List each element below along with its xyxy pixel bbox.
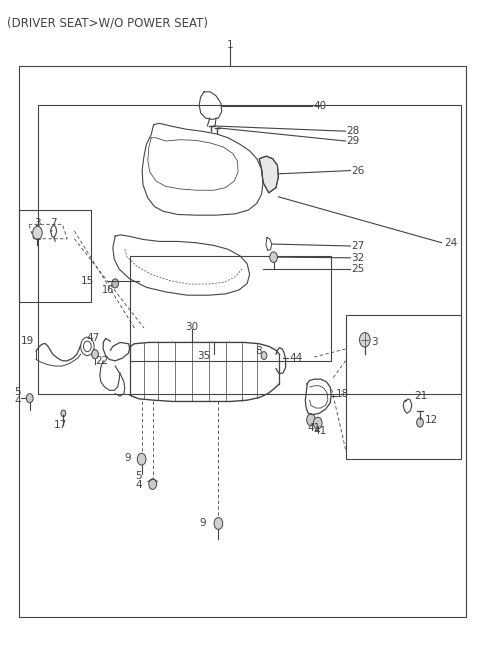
Circle shape [149, 479, 156, 489]
Text: 41: 41 [314, 426, 327, 436]
Circle shape [270, 252, 277, 262]
Text: (DRIVER SEAT>W/O POWER SEAT): (DRIVER SEAT>W/O POWER SEAT) [7, 16, 208, 30]
Text: 1: 1 [227, 39, 234, 50]
Circle shape [92, 350, 98, 359]
Text: 15: 15 [80, 276, 94, 286]
Text: 3: 3 [372, 337, 378, 348]
Text: 9: 9 [200, 518, 206, 529]
Text: 8: 8 [255, 346, 262, 356]
Text: 25: 25 [351, 264, 365, 274]
Circle shape [112, 279, 119, 288]
Circle shape [307, 414, 315, 426]
Text: 5: 5 [135, 470, 142, 481]
Text: 29: 29 [347, 136, 360, 146]
Text: 18: 18 [336, 388, 349, 399]
Circle shape [137, 453, 146, 465]
Text: 22: 22 [95, 356, 108, 366]
Text: 4: 4 [14, 396, 21, 407]
Text: 28: 28 [347, 126, 360, 136]
Circle shape [26, 394, 33, 403]
Polygon shape [259, 156, 278, 193]
Circle shape [313, 417, 322, 429]
Text: 32: 32 [351, 253, 365, 263]
Text: 9: 9 [124, 453, 131, 463]
Text: 5: 5 [14, 387, 21, 398]
Text: 19: 19 [21, 336, 35, 346]
Text: 44: 44 [289, 352, 302, 363]
Circle shape [33, 226, 42, 239]
Text: 26: 26 [351, 165, 365, 176]
Text: 35: 35 [197, 350, 210, 361]
Text: 12: 12 [425, 415, 438, 425]
Text: 17: 17 [53, 420, 67, 430]
Circle shape [61, 410, 66, 417]
Text: 21: 21 [414, 391, 427, 401]
Text: 47: 47 [86, 333, 100, 343]
Text: 7: 7 [50, 218, 57, 228]
Circle shape [417, 418, 423, 427]
Circle shape [261, 352, 267, 359]
Text: 3: 3 [35, 218, 41, 228]
Text: 40: 40 [313, 101, 326, 112]
Circle shape [360, 333, 370, 347]
Text: 30: 30 [185, 321, 199, 332]
Text: 24: 24 [444, 237, 457, 248]
Text: 41: 41 [307, 422, 321, 433]
Text: 4: 4 [135, 480, 142, 491]
Text: 16: 16 [102, 285, 114, 295]
Circle shape [214, 518, 223, 529]
Text: 27: 27 [351, 241, 365, 251]
